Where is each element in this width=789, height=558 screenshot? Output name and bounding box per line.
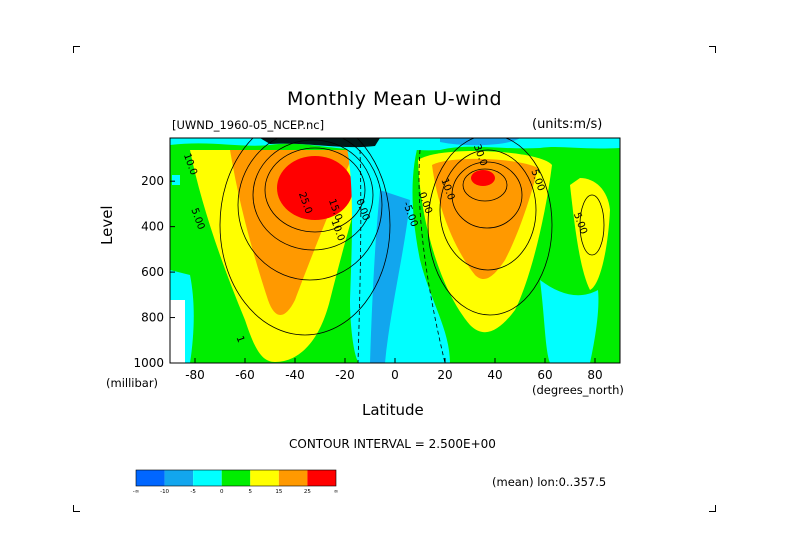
small-easterly-patch — [172, 175, 180, 185]
colorbar-label: 0 — [220, 489, 224, 495]
contour-line — [427, 138, 553, 316]
units-label: (units:m/s) — [532, 117, 603, 132]
y-axis: 200 400 600 800 1000 — [133, 174, 175, 370]
contour-line — [462, 168, 508, 202]
dense-contours-top — [260, 138, 380, 148]
contour-line — [418, 149, 446, 363]
colorbar-swatch — [193, 470, 222, 486]
colorbar-swatch — [221, 470, 251, 486]
south-jet-core — [277, 156, 353, 220]
corner-mark-bottom-right — [709, 505, 716, 512]
colorbar-swatch — [164, 470, 194, 486]
colorbar-label: -∞ — [133, 489, 140, 495]
colorbar-label: -5 — [190, 489, 196, 495]
contour-line — [219, 138, 391, 336]
colorbar-label: 25 — [304, 489, 311, 495]
x-tick-label: -40 — [285, 368, 305, 382]
colorbar-swatch — [136, 470, 165, 486]
contour-line — [237, 138, 383, 281]
x-tick-label: -20 — [335, 368, 355, 382]
north-jet-core — [471, 170, 495, 186]
mean-label: (mean) lon:0..357.5 — [492, 475, 607, 489]
y-tick-label: 1000 — [133, 356, 164, 370]
colorbar-label: ∞ — [334, 489, 339, 495]
x-tick-label: -60 — [235, 368, 255, 382]
colorbar-swatch — [278, 470, 308, 486]
x-tick-label: 80 — [587, 368, 602, 382]
contour-lines — [219, 138, 605, 363]
y-tick-label: 400 — [141, 220, 164, 234]
contour-line — [579, 194, 605, 256]
x-tick-label: 0 — [391, 368, 399, 382]
contour-label: 1 — [234, 335, 247, 345]
corner-mark-top-right — [709, 46, 716, 53]
colorbar-label: 15 — [275, 489, 282, 495]
colorbar-frame — [135, 469, 337, 487]
north-jet-orange — [432, 158, 538, 280]
contour-interval-label: CONTOUR INTERVAL = 2.500E+00 — [289, 437, 496, 451]
antarctic-terrain — [170, 300, 185, 363]
y-tick-label: 800 — [141, 311, 164, 325]
x-tick-label: 20 — [437, 368, 452, 382]
contour-line — [439, 149, 537, 271]
colorbar-label: 5 — [249, 489, 253, 495]
colorbar-swatch — [250, 470, 279, 486]
y-units-label: (millibar) — [106, 376, 159, 390]
contour-line — [451, 161, 523, 229]
colorbar-swatch — [307, 470, 336, 486]
strat-easterly-core — [440, 138, 520, 146]
colorbar: -∞ -10 -5 0 5 15 25 ∞ — [133, 469, 339, 495]
corner-mark-top-left — [73, 46, 80, 53]
contour-line — [252, 139, 374, 251]
x-axis: -80 -60 -40 -20 0 20 40 60 80 — [185, 358, 603, 382]
contour-line — [264, 147, 366, 233]
y-axis-title: Level — [98, 205, 116, 245]
x-tick-label: 40 — [487, 368, 502, 382]
corner-mark-bottom-left — [73, 505, 80, 512]
x-tick-label: 60 — [537, 368, 552, 382]
contour-line — [357, 149, 362, 363]
filled-contours — [170, 138, 620, 363]
north-polar-yellow — [570, 178, 610, 290]
chart-title: Monthly Mean U-wind — [286, 88, 503, 110]
north-surface-easterly — [540, 280, 599, 363]
dataset-label: [UWND_1960-05_NCEP.nc] — [172, 118, 325, 132]
tropical-easterly-core — [370, 190, 410, 363]
y-tick-label: 200 — [141, 174, 164, 188]
x-axis-title: Latitude — [362, 401, 424, 419]
colorbar-label: -10 — [160, 489, 169, 495]
x-units-label: (degrees_north) — [532, 383, 624, 397]
y-tick-label: 600 — [141, 265, 164, 279]
x-tick-label: -80 — [185, 368, 205, 382]
